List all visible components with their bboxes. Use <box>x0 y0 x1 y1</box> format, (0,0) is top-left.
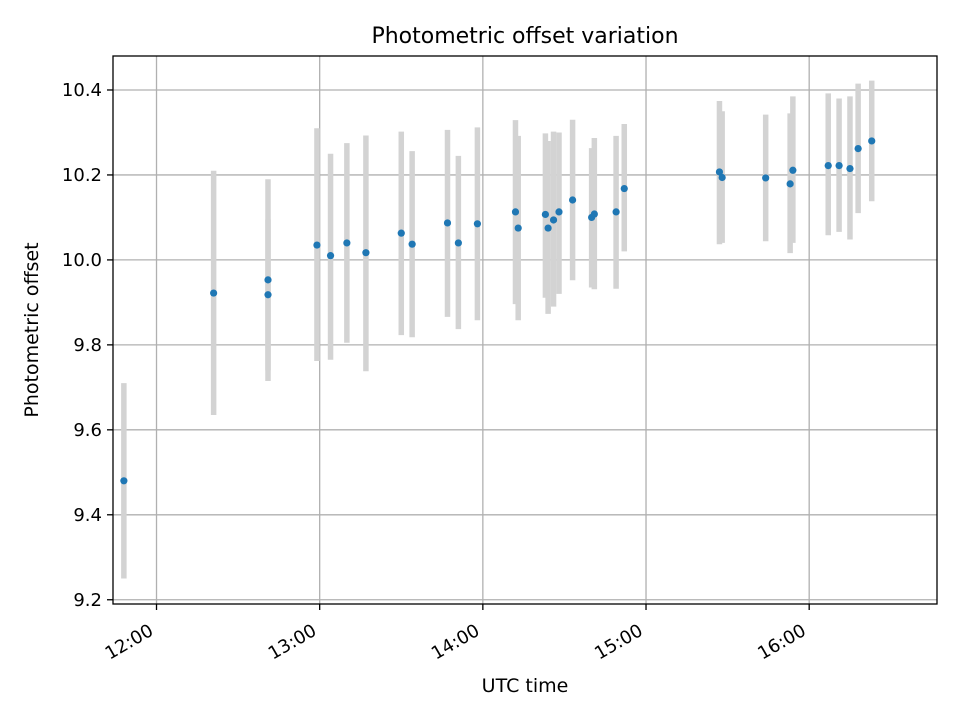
data-point-16 <box>544 224 552 232</box>
data-point-28 <box>789 166 797 174</box>
data-point-27 <box>786 180 794 188</box>
data-point-21 <box>590 210 598 218</box>
y-tick-label: 10.4 <box>62 80 102 101</box>
y-tick-label: 10.0 <box>62 250 102 271</box>
data-point-5 <box>326 252 335 260</box>
data-point-31 <box>846 164 854 173</box>
data-point-17 <box>549 216 558 224</box>
data-point-14 <box>514 224 522 232</box>
data-point-6 <box>343 239 351 247</box>
y-tick-label: 9.2 <box>73 590 102 611</box>
data-point-32 <box>854 145 862 153</box>
data-point-8 <box>397 229 405 237</box>
data-point-25 <box>718 173 726 182</box>
data-point-18 <box>555 208 563 216</box>
chart-title: Photometric offset variation <box>371 24 678 49</box>
data-point-9 <box>408 240 416 248</box>
data-point-4 <box>313 241 321 249</box>
data-point-3 <box>264 276 272 284</box>
data-point-24 <box>715 168 724 176</box>
data-point-19 <box>568 196 577 204</box>
data-point-22 <box>612 208 620 216</box>
y-axis-label: Photometric offset <box>21 242 43 417</box>
plot-frame <box>112 55 938 605</box>
data-point-11 <box>454 239 462 247</box>
data-point-13 <box>511 208 520 216</box>
data-points <box>120 137 876 485</box>
data-point-29 <box>824 162 832 170</box>
y-tick-label: 9.6 <box>73 420 102 441</box>
data-point-33 <box>868 137 876 145</box>
data-point-0 <box>120 477 128 485</box>
data-point-26 <box>762 174 770 182</box>
data-point-1 <box>210 289 218 297</box>
y-tick-label: 10.2 <box>62 165 102 186</box>
data-point-7 <box>362 249 370 257</box>
grid-lines <box>113 56 937 604</box>
data-point-15 <box>541 210 549 219</box>
data-point-10 <box>443 219 452 227</box>
y-axis-ticks: 9.2 9.4 9.6 9.8 10.0 10.2 10.4 <box>62 80 113 611</box>
data-point-23 <box>620 184 628 193</box>
data-point-30 <box>835 162 843 170</box>
y-tick-label: 9.4 <box>73 505 102 526</box>
y-tick-label: 9.8 <box>73 335 102 356</box>
data-point-12 <box>473 220 482 228</box>
data-point-2 <box>264 291 272 299</box>
x-axis-label: UTC time <box>482 675 569 697</box>
